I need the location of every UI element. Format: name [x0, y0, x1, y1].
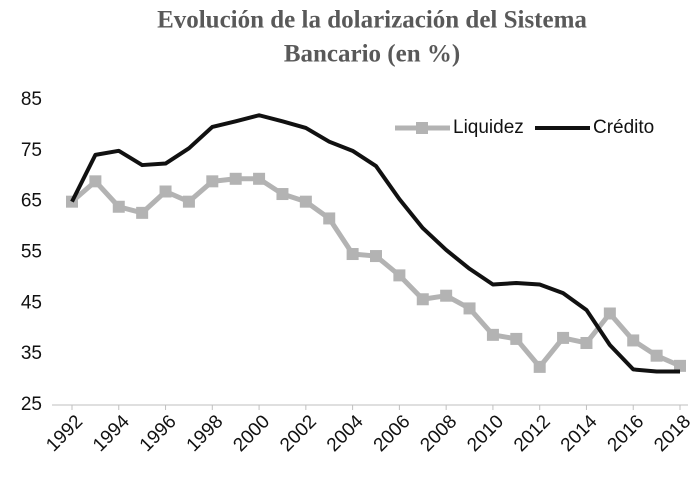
marker: [650, 349, 663, 362]
marker: [393, 269, 406, 282]
marker: [370, 250, 382, 263]
marker: [463, 302, 476, 315]
y-tick-label: 55: [21, 242, 42, 263]
marker: [229, 172, 242, 185]
marker: [159, 185, 172, 198]
x-tick-label: 2004: [323, 411, 368, 456]
x-tick-label: 2012: [510, 411, 555, 456]
marker: [486, 328, 499, 341]
marker: [323, 212, 336, 225]
x-tick-label: 2002: [276, 411, 321, 456]
marker: [603, 307, 616, 320]
legend-marker: [416, 122, 428, 134]
x-tick-label: 2016: [604, 411, 649, 456]
x-tick-label: 1992: [42, 411, 87, 456]
x-tick-label: 2010: [463, 411, 508, 456]
marker: [533, 360, 546, 373]
x-tick-label: 2018: [650, 411, 695, 456]
y-tick-label: 25: [21, 394, 42, 415]
marker: [510, 332, 523, 345]
marker: [112, 200, 125, 213]
marker: [276, 188, 289, 201]
marker: [253, 172, 266, 185]
marker: [182, 195, 195, 208]
line-series: [70, 113, 680, 374]
marker: [674, 359, 686, 372]
marker: [440, 289, 453, 302]
legend-label: Liquidez: [453, 117, 524, 138]
x-tick-label: 2008: [416, 411, 461, 456]
y-tick-label: 85: [21, 89, 42, 110]
x-tick-label: 1998: [183, 411, 228, 456]
x-tick-label: 2000: [229, 411, 274, 456]
marker: [299, 195, 312, 208]
x-tick-label: 1996: [136, 411, 181, 456]
chart-title: Evolución de la dolarización del Sistema: [157, 7, 587, 34]
marker: [416, 293, 429, 306]
x-tick-label: 1994: [89, 411, 134, 456]
marker: [627, 334, 640, 347]
marker: [346, 248, 359, 261]
marker: [557, 331, 570, 344]
chart-title: Bancario (en %): [284, 41, 460, 68]
x-tick-label: 2006: [370, 411, 415, 456]
marker: [136, 206, 149, 219]
legend-label: Crédito: [593, 117, 654, 138]
y-tick-label: 75: [21, 140, 42, 161]
marker: [206, 175, 219, 188]
y-tick-label: 45: [21, 292, 42, 313]
marker: [89, 175, 102, 188]
marker: [580, 336, 593, 349]
x-tick-label: 2014: [557, 411, 602, 456]
y-tick-label: 35: [21, 343, 42, 364]
y-tick-label: 65: [21, 191, 42, 212]
